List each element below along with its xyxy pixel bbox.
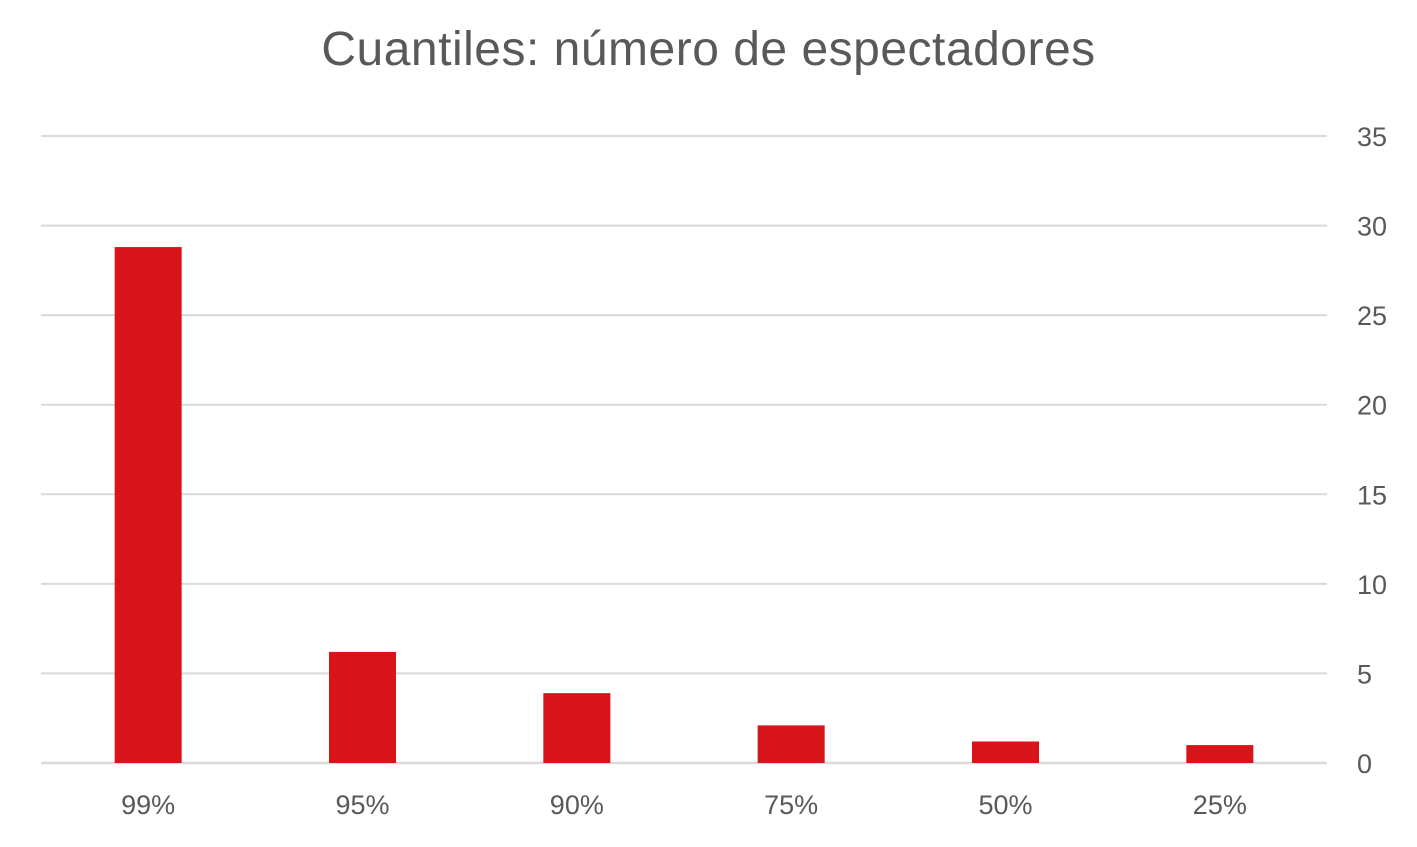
y-tick-label: 20 [1357,391,1387,421]
x-tick-label: 75% [764,790,818,820]
y-tick-label: 0 [1357,749,1372,779]
bars [114,247,1254,763]
x-tick-label: 25% [1193,790,1247,820]
chart-title: Cuantiles: número de espectadores [321,23,1096,76]
bar-75pct [757,725,825,763]
y-tick-label: 25 [1357,301,1387,331]
bar-50pct [972,741,1039,763]
y-tick-label: 10 [1357,570,1387,600]
x-tick-label: 90% [550,790,604,820]
y-tick-label: 30 [1357,212,1387,242]
x-axis-tick-labels: 99% 95% 90% 75% 50% 25% [121,790,1247,820]
x-tick-label: 50% [978,790,1032,820]
bar-95pct [329,651,396,763]
bar-90pct [543,693,611,763]
x-tick-label: 99% [121,790,175,820]
x-tick-label: 95% [335,790,389,820]
y-axis-tick-labels: 0 5 10 15 20 25 30 35 [1357,122,1387,779]
y-tick-label: 35 [1357,122,1387,152]
bar-25pct [1186,745,1254,763]
y-tick-label: 5 [1357,659,1372,689]
y-tick-label: 15 [1357,480,1387,510]
bar-99pct [114,247,182,763]
gridlines [41,135,1327,765]
